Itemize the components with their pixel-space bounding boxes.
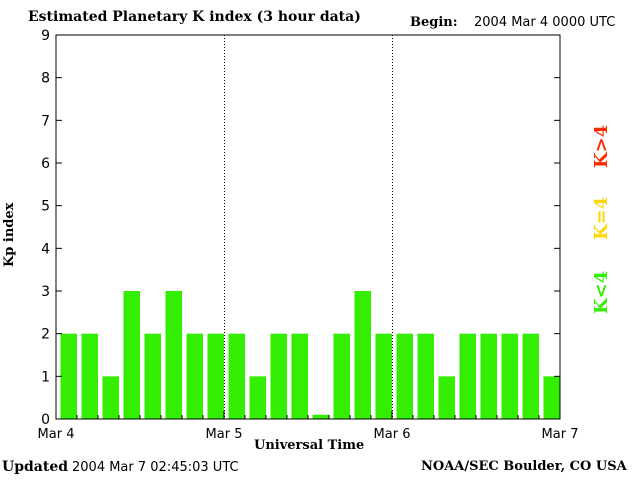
kp-bar xyxy=(354,291,371,419)
kp-bar xyxy=(459,333,476,419)
y-tick-label: 2 xyxy=(41,327,50,343)
legend-k-greater-4: K>4 xyxy=(591,124,612,168)
y-tick-label: 6 xyxy=(41,156,50,172)
x-tick-label: Mar 7 xyxy=(542,427,579,442)
kp-bar xyxy=(501,333,518,419)
kp-bar xyxy=(249,376,266,419)
kp-bar xyxy=(60,333,77,419)
kp-bar xyxy=(270,333,287,419)
begin-value: 2004 Mar 4 0000 UTC xyxy=(474,15,616,30)
x-axis-label: Universal Time xyxy=(254,438,365,453)
y-tick-label: 8 xyxy=(41,71,50,87)
kp-bar xyxy=(396,333,413,419)
y-tick-label: 0 xyxy=(41,412,50,428)
y-tick-label: 3 xyxy=(41,284,50,300)
x-tick-label: Mar 4 xyxy=(38,427,75,442)
y-tick-label: 1 xyxy=(41,369,50,385)
legend-k-equal-4: K=4 xyxy=(591,196,612,240)
kp-bar xyxy=(144,333,161,419)
kp-bar xyxy=(186,333,203,419)
kp-bar xyxy=(81,333,98,419)
y-axis-label: Kp index xyxy=(2,202,17,267)
x-tick-label: Mar 6 xyxy=(374,427,411,442)
legend-k-less-4: K<4 xyxy=(591,270,612,314)
chart-title: Estimated Planetary K index (3 hour data… xyxy=(28,9,361,25)
kp-bar xyxy=(102,376,119,419)
kp-bar xyxy=(228,333,245,419)
kp-bar xyxy=(375,333,392,419)
kp-bar xyxy=(543,376,560,419)
y-tick-label: 4 xyxy=(41,241,50,257)
y-tick-label: 9 xyxy=(41,28,50,44)
kp-bar xyxy=(480,333,497,419)
begin-label: Begin: xyxy=(410,15,458,30)
credit-text: NOAA/SEC Boulder, CO USA xyxy=(421,459,627,474)
kp-bar xyxy=(291,333,308,419)
y-tick-label: 7 xyxy=(41,113,50,129)
kp-bar xyxy=(207,333,224,419)
kp-bar xyxy=(333,333,350,419)
kp-bar xyxy=(438,376,455,419)
updated-timestamp: 2004 Mar 7 02:45:03 UTC xyxy=(72,460,239,475)
updated-label: Updated xyxy=(2,459,69,475)
kp-bar xyxy=(417,333,434,419)
kp-bar xyxy=(312,414,329,419)
kp-bar xyxy=(123,291,140,419)
kp-bar xyxy=(522,333,539,419)
y-tick-label: 5 xyxy=(41,199,50,215)
x-tick-label: Mar 5 xyxy=(206,427,243,442)
kp-bar xyxy=(165,291,182,419)
